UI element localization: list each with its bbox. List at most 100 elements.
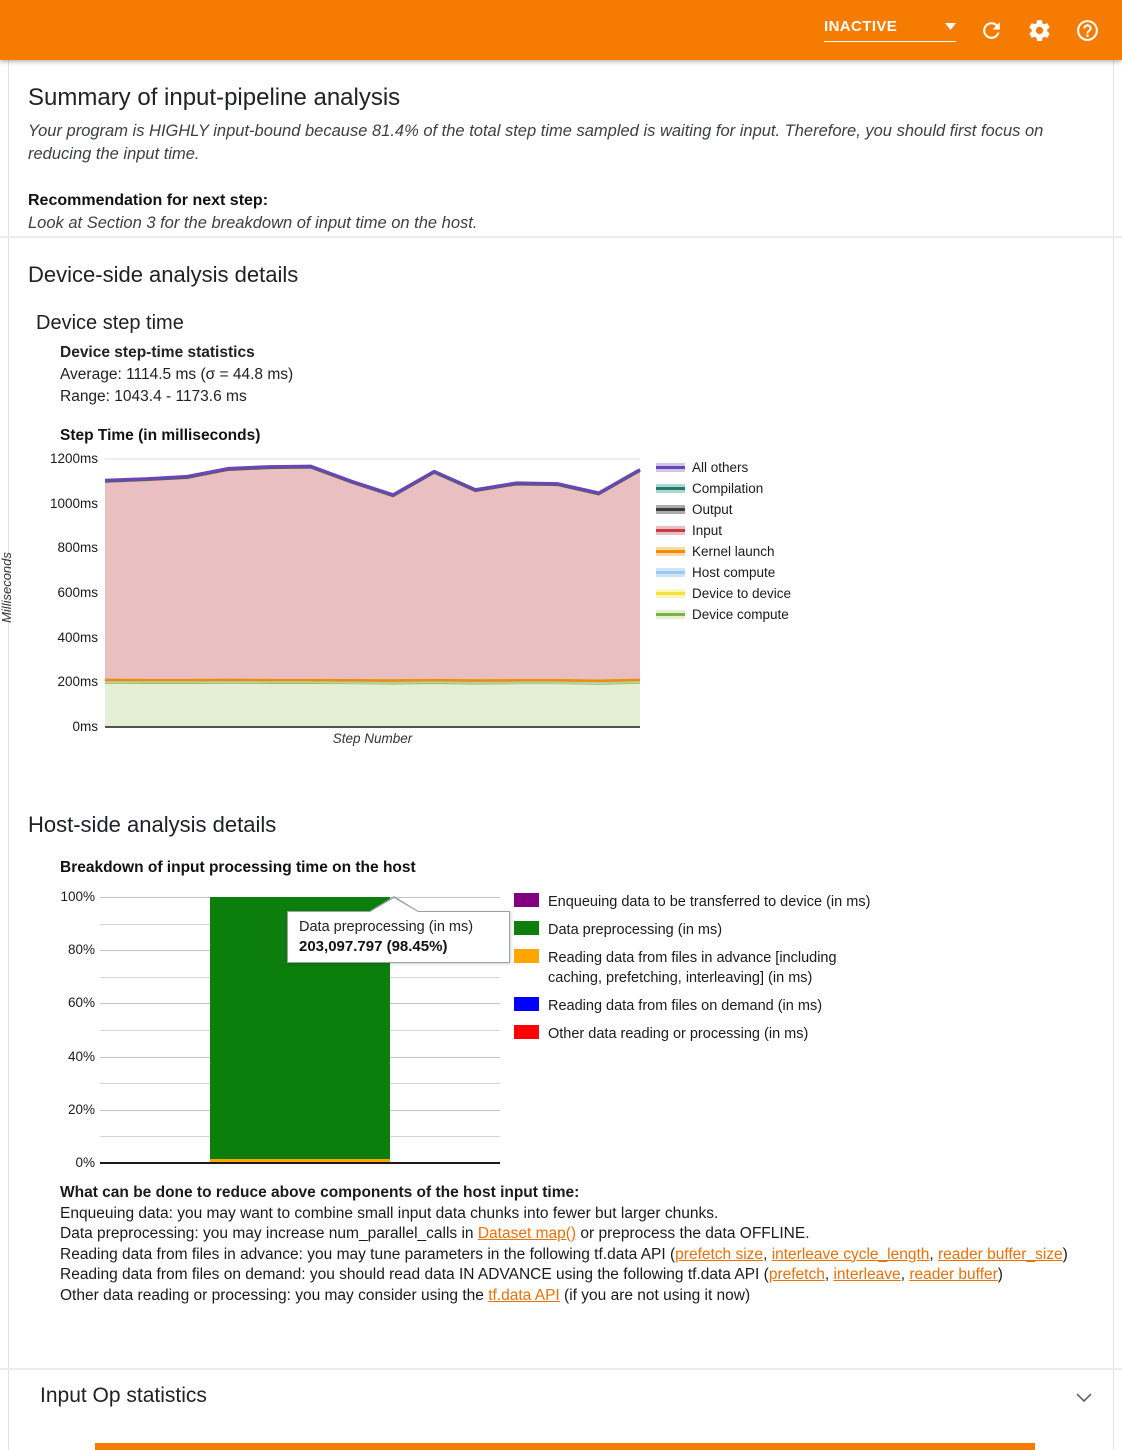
legend-label: Input <box>692 523 723 538</box>
bar-segment[interactable] <box>210 1159 390 1163</box>
advice-text: , <box>824 1266 834 1283</box>
advice-text: or preprocess the data OFFLINE. <box>576 1225 810 1242</box>
advice-text: , <box>763 1245 772 1263</box>
device-step-time-stats: Device step-time statistics Average: 111… <box>60 342 293 408</box>
chart-tooltip: Data preprocessing (in ms) 203,097.797 (… <box>287 896 510 963</box>
input-op-statistics-title: Input Op statistics <box>40 1384 207 1407</box>
legend-swatch <box>656 589 685 598</box>
legend-item: Output <box>656 499 791 520</box>
y-tick-label: 1200ms <box>49 451 98 466</box>
legend-label: Kernel launch <box>692 544 775 559</box>
advice-line: Enqueuing data: you may want to combine … <box>60 1204 1074 1225</box>
doc-link[interactable]: reader buffer_size <box>938 1245 1063 1263</box>
device-chart-y-ticks: 0ms 200ms 400ms 600ms 800ms 1000ms 1200ms <box>20 451 98 734</box>
legend-item: Host compute <box>656 562 791 583</box>
legend-item: Device compute <box>656 604 791 625</box>
legend-item: Device to device <box>656 583 791 604</box>
legend-label: All others <box>692 460 749 475</box>
legend-item: Input <box>656 520 791 541</box>
legend-label: Host compute <box>692 565 776 580</box>
legend-item: Other data reading or processing (in ms) <box>514 1024 934 1044</box>
legend-swatch <box>656 484 685 493</box>
legend-swatch <box>514 997 539 1011</box>
host-advice-text: What can be done to reduce above compone… <box>60 1183 1074 1306</box>
legend-label: Output <box>692 502 733 517</box>
advice-line: Reading data from files in advance: you … <box>60 1245 1074 1266</box>
device-chart-y-axis-title: Milliseconds <box>0 552 14 623</box>
legend-swatch <box>656 463 685 472</box>
chevron-down-icon <box>1076 1393 1092 1403</box>
legend-item: Data preprocessing (in ms) <box>514 920 934 940</box>
y-tick-label: 800ms <box>57 540 98 556</box>
legend-item: Reading data from files on demand (in ms… <box>514 996 934 1016</box>
legend-item: Enqueuing data to be transferred to devi… <box>514 892 934 912</box>
legend-label: Data preprocessing (in ms) <box>548 922 723 938</box>
device-step-time-chart[interactable] <box>104 458 641 728</box>
advice-line: Reading data from files on demand: you s… <box>60 1265 1074 1286</box>
host-side-title: Host-side analysis details <box>28 812 277 837</box>
device-side-title: Device-side analysis details <box>28 262 299 287</box>
legend-swatch <box>656 526 685 535</box>
stats-title: Device step-time statistics <box>60 344 255 361</box>
legend-swatch <box>514 949 539 963</box>
doc-link[interactable]: prefetch <box>768 1266 825 1283</box>
doc-link[interactable]: Dataset map() <box>477 1225 577 1242</box>
y-tick-label: 200ms <box>57 674 98 690</box>
stats-range: Range: 1043.4 - 1173.6 ms <box>60 388 247 405</box>
section-divider <box>0 236 1122 238</box>
advice-text: (if you are not using it now) <box>559 1286 751 1304</box>
doc-link[interactable]: interleave cycle_length <box>771 1245 930 1263</box>
caret-down-icon <box>945 23 956 30</box>
device-chart-title: Step Time (in milliseconds) <box>60 427 261 444</box>
legend-label: Device to device <box>692 586 792 601</box>
y-tick-label: 0% <box>75 1155 95 1170</box>
legend-label: Device compute <box>692 607 789 622</box>
y-tick-label: 20% <box>67 1101 95 1117</box>
host-chart-title: Breakdown of input processing time on th… <box>60 859 416 876</box>
app-header: INACTIVE <box>0 0 1122 60</box>
advice-text: Other data reading or processing: you ma… <box>60 1286 489 1304</box>
legend-item: Kernel launch <box>656 541 791 562</box>
advice-line: Data preprocessing: you may increase num… <box>60 1224 1074 1245</box>
left-border <box>8 60 9 1450</box>
advice-line: What can be done to reduce above compone… <box>60 1183 1074 1204</box>
bottom-accent-bar <box>95 1443 1035 1450</box>
advice-text: ) <box>1062 1245 1068 1263</box>
y-tick-label: 100% <box>60 889 95 904</box>
host-chart-legend: Enqueuing data to be transferred to devi… <box>514 892 934 1052</box>
advice-text: , <box>929 1245 938 1263</box>
advice-text: , <box>900 1266 910 1283</box>
device-chart-x-axis-title: Step Number <box>332 731 413 746</box>
summary-body: Your program is HIGHLY input-bound becau… <box>28 122 1044 163</box>
legend-label: Reading data from files on demand (in ms… <box>548 998 823 1014</box>
advice-line: Other data reading or processing: you ma… <box>60 1286 1074 1307</box>
refresh-icon <box>982 21 1000 39</box>
settings-button[interactable] <box>1026 17 1052 43</box>
capture-status-dropdown[interactable]: INACTIVE <box>824 18 956 42</box>
legend-swatch <box>656 547 685 556</box>
summary-section: Summary of input-pipeline analysis Your … <box>28 84 1098 233</box>
tooltip-value: 203,097.797 (98.45%) <box>299 938 448 955</box>
right-border <box>1113 60 1114 1450</box>
device-step-time-title: Device step time <box>36 312 184 334</box>
doc-link[interactable]: interleave <box>833 1266 901 1283</box>
recommendation-label: Recommendation for next step: <box>28 192 269 209</box>
help-button[interactable] <box>1074 17 1100 43</box>
legend-item: Compilation <box>656 478 791 499</box>
legend-label: Reading data from files in advance [incl… <box>548 950 837 986</box>
legend-item: Reading data from files in advance [incl… <box>514 948 934 988</box>
refresh-button[interactable] <box>978 17 1004 43</box>
advice-text: Enqueuing data: you may want to combine … <box>60 1204 719 1222</box>
legend-label: Compilation <box>692 481 764 496</box>
doc-link[interactable]: tf.data API <box>488 1286 560 1304</box>
doc-link[interactable]: reader buffer <box>909 1266 998 1283</box>
y-tick-label: 400ms <box>57 629 98 645</box>
legend-swatch <box>656 505 685 514</box>
doc-link[interactable]: prefetch size <box>675 1245 764 1263</box>
summary-title: Summary of input-pipeline analysis <box>28 84 401 111</box>
stats-average: Average: 1114.5 ms (σ = 44.8 ms) <box>60 366 294 383</box>
host-chart-y-ticks: 0% 20% 40% 60% 80% 100% <box>20 889 95 1170</box>
advice-text: ) <box>997 1266 1003 1283</box>
help-icon <box>1076 19 1098 41</box>
expand-section-button[interactable] <box>1076 1390 1092 1408</box>
